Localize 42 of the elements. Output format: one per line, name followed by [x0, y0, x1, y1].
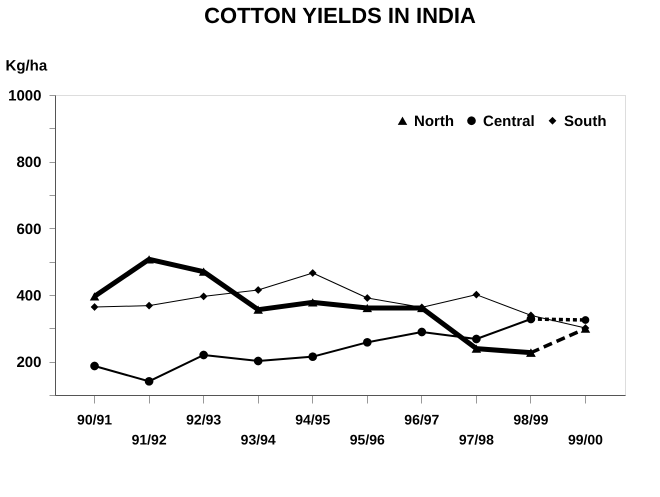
point [254, 286, 262, 294]
x-tick-label: 93/94 [240, 432, 276, 448]
y-axis-title: Kg/ha [6, 58, 48, 74]
point [308, 269, 317, 277]
y-tick-label: 200 [16, 354, 42, 372]
chart-title: COTTON YIELDS IN INDIA [204, 3, 476, 28]
point [145, 302, 153, 310]
legend-label: Central [483, 112, 535, 130]
point [90, 303, 98, 311]
y-tick-label: 600 [16, 220, 42, 238]
point [254, 356, 263, 366]
point [526, 348, 536, 357]
point [472, 344, 482, 353]
x-tick-label: 94/95 [295, 412, 330, 428]
point [417, 328, 426, 336]
point [362, 304, 372, 312]
point [144, 377, 154, 386]
legend-label: North [414, 112, 454, 130]
y-tick-label: 400 [16, 288, 42, 304]
x-tick-label: 92/93 [186, 412, 222, 428]
point [90, 292, 100, 300]
x-tick-label: 90/91 [77, 412, 112, 428]
point [308, 298, 318, 306]
x-tick-label: 97/98 [458, 432, 494, 448]
x-tick-label: 91/92 [132, 432, 167, 448]
y-tick-label: 1000 [8, 88, 42, 104]
point [472, 290, 480, 299]
point [90, 362, 99, 370]
point [363, 294, 372, 302]
point [472, 334, 481, 344]
x-tick-label: 99/00 [568, 432, 604, 448]
point [200, 292, 208, 300]
legend-label: South [564, 112, 606, 130]
point [253, 306, 263, 314]
point [308, 352, 318, 361]
y-tick-label: 800 [16, 154, 42, 172]
x-tick-label: 95/96 [350, 432, 385, 448]
point [582, 316, 590, 324]
point [362, 338, 372, 347]
x-tick-label: 98/99 [513, 412, 549, 428]
point [199, 350, 208, 360]
x-tick-label: 96/97 [404, 412, 440, 428]
